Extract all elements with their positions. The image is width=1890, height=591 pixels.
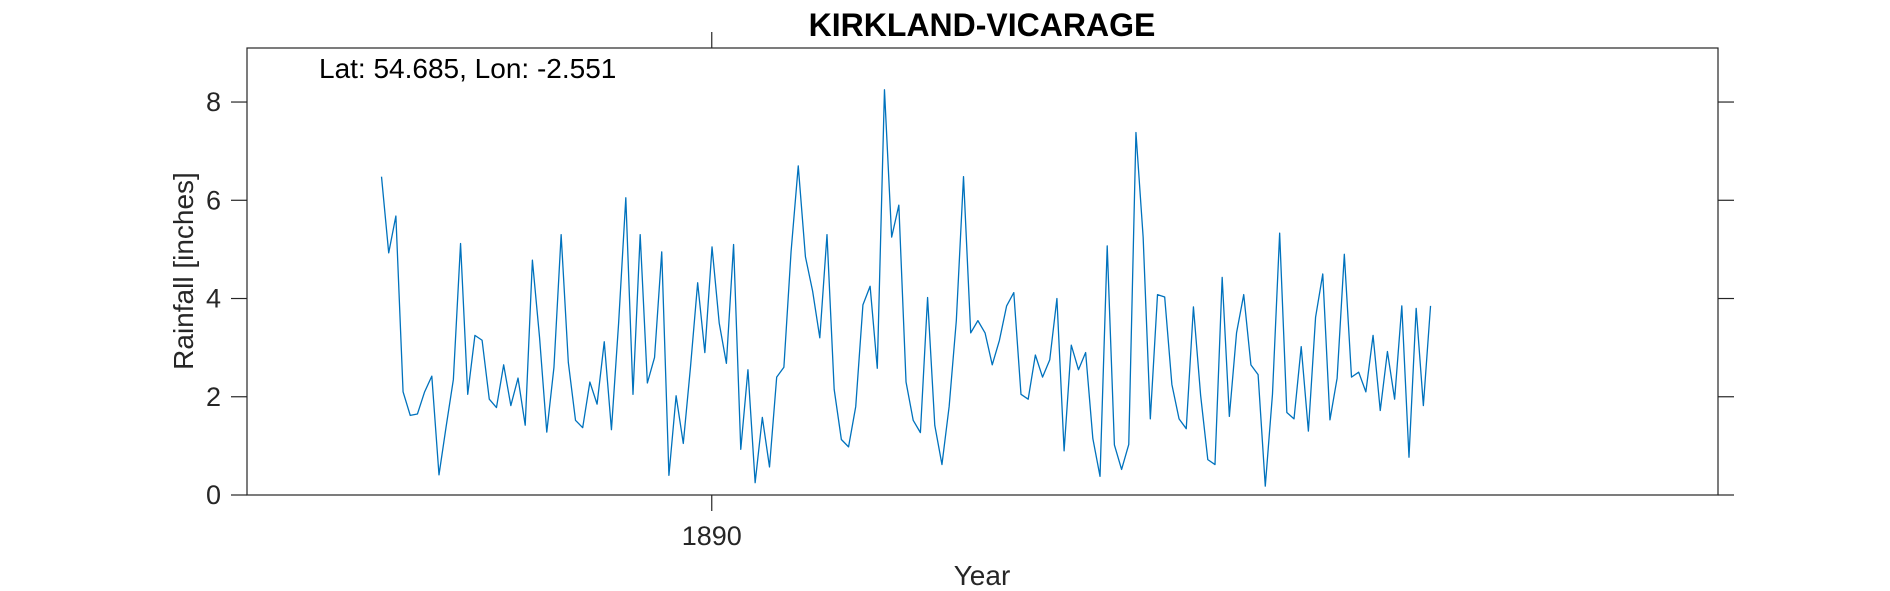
y-axis-tick-labels: 0 2 4 6 8	[206, 87, 221, 510]
chart-title: KIRKLAND-VICARAGE	[809, 7, 1156, 43]
series-layer	[380, 89, 1432, 487]
rainfall-series-line	[380, 89, 1432, 487]
y-axis-right-ticks	[1718, 101, 1734, 496]
x-axis-tick-labels: 1890	[682, 521, 742, 551]
y-tick-label: 6	[206, 185, 221, 215]
x-tick-label: 1890	[682, 521, 742, 551]
station-coordinates-annotation: Lat: 54.685, Lon: -2.551	[319, 53, 616, 84]
y-axis-left-ticks	[231, 101, 247, 496]
y-tick-label: 2	[206, 382, 221, 412]
x-axis-label: Year	[954, 560, 1011, 591]
y-tick-label: 4	[206, 284, 221, 314]
y-tick-label: 8	[206, 87, 221, 117]
y-tick-label: 0	[206, 480, 221, 510]
y-axis-label: Rainfall [inches]	[168, 172, 199, 370]
plot-area-box	[246, 47, 1719, 496]
